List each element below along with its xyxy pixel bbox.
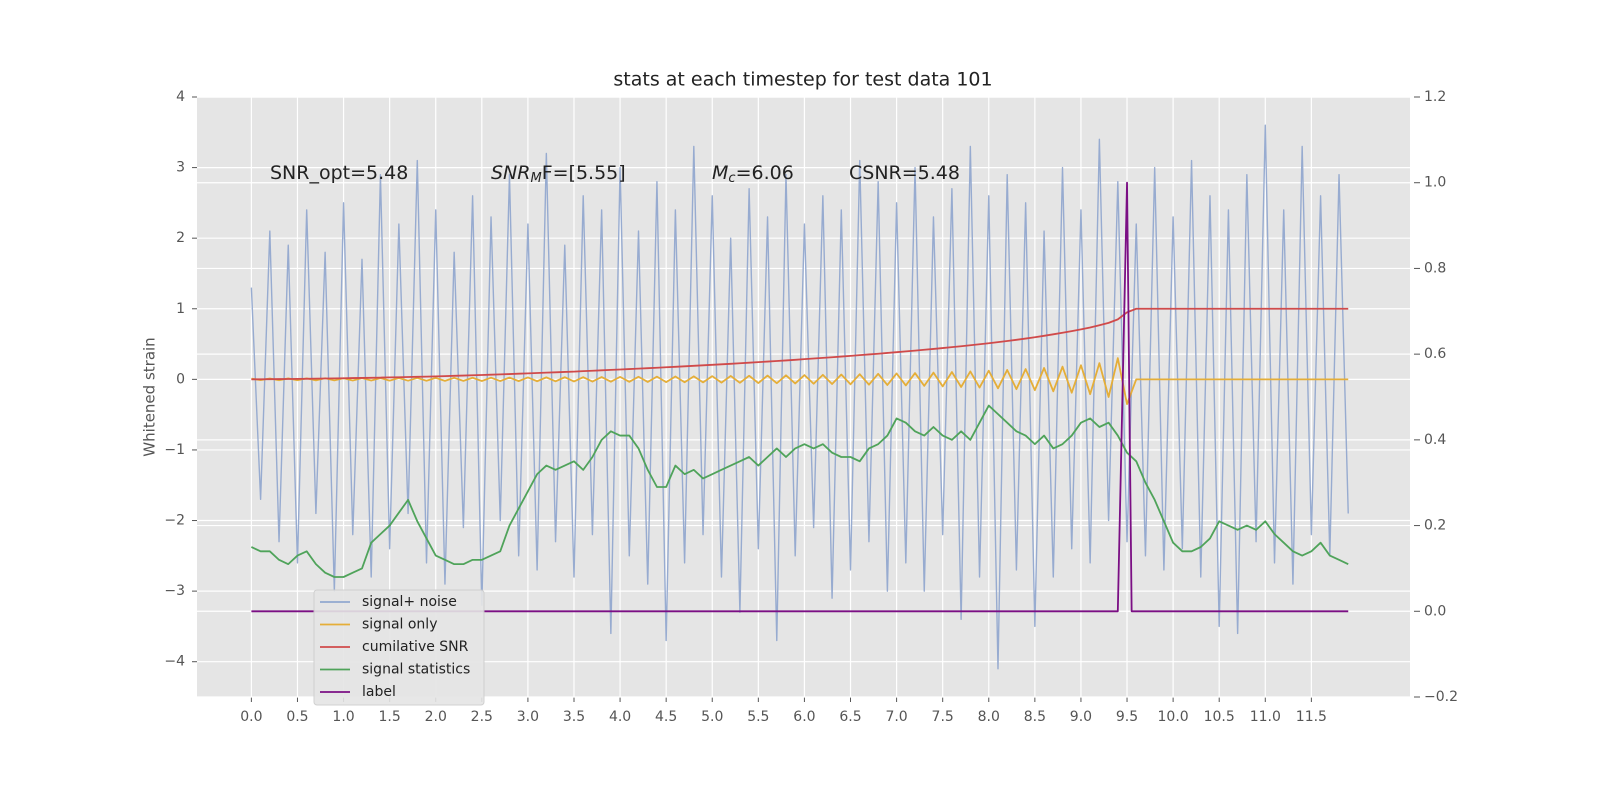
y2-tick-label: 0.4: [1424, 432, 1446, 448]
x-tick-label: 1.0: [332, 709, 354, 725]
overlay: 0.0 0.5 1.0 1.5 2.0 2.5 3.0 3.5 4.0 4.5 5.0 5.5 6.0 6…: [164, 89, 1458, 725]
x-tick-label: 1.5: [379, 709, 401, 725]
annotation-rest: F=[5.55]: [542, 162, 626, 184]
x-tick-label: 6.5: [839, 709, 861, 725]
y-axis-label: Whitened strain: [141, 337, 159, 456]
x-tick-label: 8.0: [978, 709, 1000, 725]
series-line: [250, 124, 1349, 670]
x-tick-label: 7.0: [885, 709, 907, 725]
y2-tick-label: −0.2: [1424, 689, 1458, 705]
x-tick-label: 11.5: [1296, 709, 1327, 725]
x-tick-label: 8.5: [1024, 709, 1046, 725]
y-tick-label: −4: [164, 654, 185, 670]
legend-box: [313, 589, 485, 706]
x-tick-label: 2.0: [425, 709, 447, 725]
x-tick-label: 11.0: [1250, 709, 1281, 725]
x-tick-label: 2.5: [471, 709, 493, 725]
y-tick-label: 0: [176, 371, 185, 387]
annotation-text: SNR: [491, 162, 530, 184]
annotation-subscript: M: [530, 171, 541, 186]
legend-label: signal only: [362, 617, 437, 633]
x-tick-label: 5.0: [701, 709, 723, 725]
y-tick-label: 4: [176, 89, 185, 105]
y-tick-label: 1: [176, 301, 185, 317]
x-tick-label: 6.0: [793, 709, 815, 725]
x-tick-label: 3.5: [563, 709, 585, 725]
x-tick-label: 10.5: [1204, 709, 1235, 725]
x-tick-label: 0.5: [286, 709, 308, 725]
annotation-text: M: [712, 162, 728, 184]
series-line: [251, 357, 1349, 405]
y-tick-label: −3: [164, 583, 185, 599]
y2-tick-label: 0.0: [1424, 603, 1446, 619]
legend: signal+ noise signal only cumilative SNR si…: [313, 589, 485, 706]
x-tick-label: 3.0: [517, 709, 539, 725]
y-tick-label: 3: [176, 160, 185, 176]
plot-lines: [250, 124, 1349, 670]
y-tick-label: −1: [164, 442, 185, 458]
series-line: [251, 181, 1349, 613]
annotation: Mc=6.06: [712, 162, 794, 186]
legend-label: cumilative SNR: [362, 639, 469, 655]
y2-tick-label: 0.6: [1424, 346, 1446, 362]
legend-label: signal+ noise: [362, 594, 457, 610]
series-line: [251, 404, 1349, 578]
x-tick-label: 9.5: [1116, 709, 1138, 725]
y2-tick-label: 0.2: [1424, 518, 1446, 534]
y2-tick-label: 1.2: [1424, 89, 1446, 105]
x-tick-label: 10.0: [1158, 709, 1189, 725]
annotation: SNRMF=[5.55]: [491, 162, 626, 186]
y-tick-label: −2: [164, 513, 185, 529]
legend-label: signal statistics: [362, 662, 470, 678]
annotation: SNR_opt=5.48: [270, 162, 408, 184]
y2-tick-label: 0.8: [1424, 260, 1446, 276]
chart-title: stats at each timestep for test data 101: [613, 69, 992, 91]
series-line: [251, 307, 1349, 381]
x-tick-label: 9.0: [1070, 709, 1092, 725]
y2-tick-label: 1.0: [1424, 175, 1446, 191]
x-tick-label: 7.5: [932, 709, 954, 725]
x-tick-label: 5.5: [747, 709, 769, 725]
annotation-subscript: c: [728, 171, 735, 186]
y-tick-label: 2: [176, 230, 185, 246]
x-tick-label: 0.0: [240, 709, 262, 725]
x-tick-label: 4.0: [609, 709, 631, 725]
annotation-text: CSNR=5.48: [849, 162, 960, 184]
annotation: CSNR=5.48: [849, 162, 960, 184]
annotation-text: SNR_opt=5.48: [270, 162, 408, 184]
annotation-rest: =6.06: [736, 162, 794, 184]
legend-label: label: [362, 684, 396, 700]
x-tick-label: 4.5: [655, 709, 677, 725]
